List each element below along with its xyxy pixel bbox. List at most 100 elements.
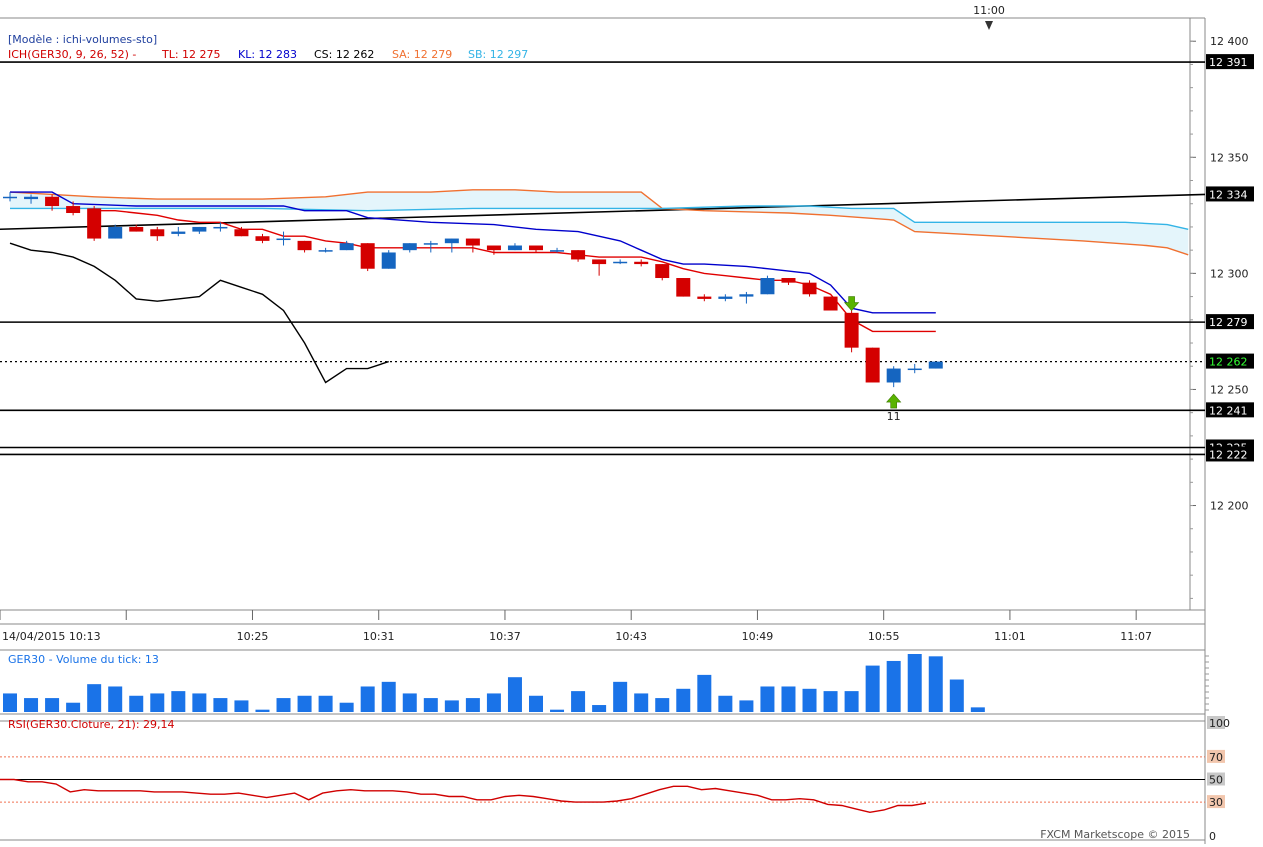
candle-body [907, 368, 922, 371]
volume-bar [949, 679, 964, 712]
volume-bar [970, 707, 985, 712]
candle-body [297, 240, 312, 251]
volume-bar [108, 686, 123, 712]
senkou-a-legend: SA: 12 279 [392, 48, 452, 61]
x-tick-label: 10:37 [489, 630, 521, 643]
candle-body [381, 252, 396, 269]
candle-body [3, 196, 17, 199]
volume-bar [297, 695, 312, 712]
volume-panel [3, 654, 1209, 712]
volume-bar [402, 693, 417, 712]
kijun-sen-line [10, 191, 936, 314]
candle-body [24, 196, 39, 200]
y-tick-label: 12 400 [1210, 35, 1249, 48]
candle-body [571, 250, 586, 260]
candle-body [613, 261, 628, 264]
senkou-b-legend: SB: 12 297 [468, 48, 528, 61]
price-box [1206, 314, 1254, 330]
ichimoku-lines [9, 189, 1189, 384]
rsi-level-label: 50 [1209, 774, 1223, 787]
price-box-label: 12 262 [1209, 356, 1248, 369]
volume-bar [150, 693, 165, 712]
candle-body [339, 243, 354, 251]
candle-body [423, 243, 438, 245]
volume-bar [87, 684, 102, 712]
candle-body [529, 245, 543, 251]
volume-bar [907, 654, 922, 712]
candle-body [886, 368, 901, 383]
chikou-span-line [9, 242, 389, 384]
kijun-legend: KL: 12 283 [238, 48, 297, 61]
volume-bar [844, 691, 859, 712]
candle-body [234, 229, 249, 237]
ichimoku-cloud [10, 189, 1189, 255]
price-box-label: 12 334 [1209, 188, 1248, 201]
top-time-label: 11:00 [973, 4, 1005, 17]
candle-body [150, 229, 165, 237]
time-marker-triangle-icon [985, 21, 993, 30]
candle-body [402, 243, 417, 251]
top-time-marker: 11:00 [973, 4, 1005, 30]
volume-bar [886, 660, 901, 712]
x-tick-label: 11:07 [1120, 630, 1152, 643]
price-box [1206, 54, 1254, 70]
price-box [1206, 402, 1254, 418]
watermark: FXCM Marketscope © 2015 [1040, 828, 1190, 841]
price-box [1206, 353, 1254, 369]
volume-bar [339, 702, 354, 712]
volume-bar [465, 698, 480, 712]
rsi-line [0, 778, 927, 814]
volume-bar [592, 705, 607, 712]
ichimoku-legend-line: ICH(GER30, 9, 26, 52) - TL: 12 275 KL: 1… [8, 48, 528, 61]
candle-body [928, 361, 943, 369]
volume-bar [234, 700, 249, 712]
signal-label: 11 [887, 410, 901, 423]
kumo-cloud-fill [10, 189, 1189, 255]
volume-title: GER30 - Volume du tick: 13 [8, 653, 159, 666]
candle-body [823, 296, 838, 311]
candle-body [465, 238, 480, 246]
volume-bar [318, 695, 333, 712]
volume-bar [507, 677, 522, 712]
candle-body [655, 264, 670, 279]
volume-bar [718, 695, 733, 712]
price-box [1206, 186, 1254, 202]
x-tick-label: 10:43 [615, 630, 647, 643]
volume-bar [634, 693, 649, 712]
candle-body [318, 250, 333, 252]
rsi-level-label: 0 [1209, 830, 1216, 843]
candle-body [697, 296, 712, 299]
tenkan-legend: TL: 12 275 [161, 48, 221, 61]
candle-body [108, 226, 123, 239]
y-tick-label: 12 200 [1210, 500, 1249, 513]
price-box-label: 12 391 [1209, 56, 1248, 69]
price-box [1206, 446, 1254, 462]
model-label: [Modèle : ichi-volumes-sto] [8, 33, 157, 46]
candle-body [171, 231, 186, 234]
volume-bar [928, 656, 943, 712]
buy-arrow-icon [886, 393, 902, 409]
time-axis: 14/04/2015 10:13 10:25 10:31 10:37 10:43 10:4… [0, 610, 1152, 643]
rsi-level-box [1207, 749, 1225, 763]
volume-bar [24, 698, 39, 712]
x-tick-label: 10:55 [868, 630, 900, 643]
y-tick-label: 12 350 [1210, 151, 1249, 164]
chikou-legend: CS: 12 262 [314, 48, 374, 61]
volume-bar [192, 693, 207, 712]
candle-body [507, 245, 522, 251]
candles [3, 192, 943, 388]
volume-bar [865, 665, 880, 712]
candle-body [802, 282, 817, 295]
volume-bar [802, 688, 817, 712]
rsi-panel: 100 70 50 30 0 [0, 716, 1230, 843]
candle-body [781, 278, 796, 283]
rsi-level-label: 100 [1209, 717, 1230, 730]
sell-arrow-icon [843, 296, 860, 311]
candle-body [486, 245, 501, 251]
candle-body [360, 243, 375, 269]
candle-body [760, 278, 775, 295]
candle-body [87, 208, 102, 239]
candle-body [444, 238, 459, 244]
volume-bar [613, 681, 628, 712]
